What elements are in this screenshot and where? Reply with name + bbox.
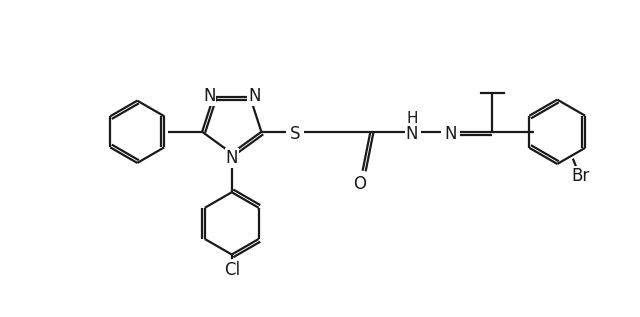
Text: N: N bbox=[225, 149, 238, 167]
Text: N: N bbox=[248, 87, 260, 105]
Text: Br: Br bbox=[571, 167, 589, 185]
Text: N: N bbox=[406, 125, 418, 143]
Text: N: N bbox=[203, 87, 216, 105]
Text: H: H bbox=[406, 111, 418, 126]
Text: O: O bbox=[353, 175, 367, 193]
Text: N: N bbox=[445, 125, 457, 143]
Text: Cl: Cl bbox=[224, 261, 240, 279]
Text: S: S bbox=[290, 125, 300, 143]
